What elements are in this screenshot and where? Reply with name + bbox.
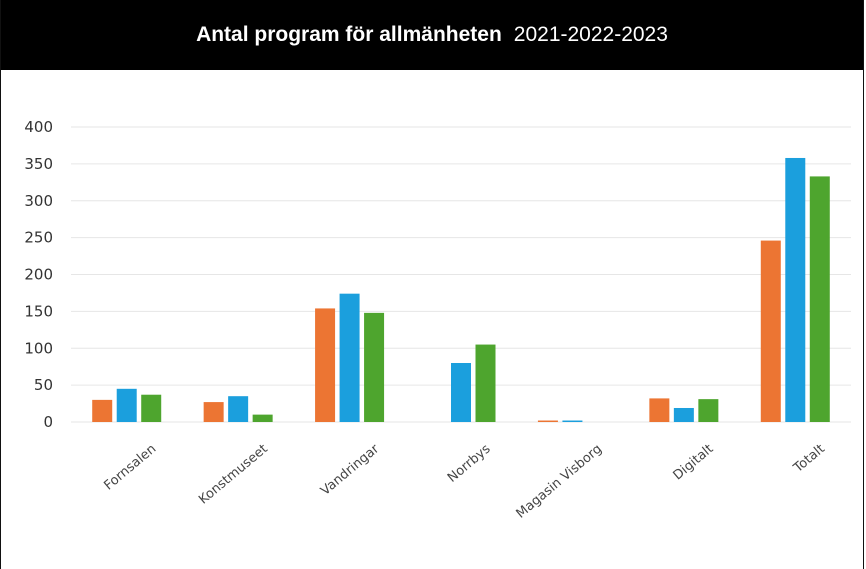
x-tick-label: Norrbys (445, 441, 494, 485)
chart-title: Antal program för allmänheten (196, 23, 502, 46)
x-tick-label: Konstmuseet (196, 442, 271, 508)
chart-header: Antal program för allmänheten 2021-2022-… (1, 0, 863, 70)
chart-years: 2021-2022-2023 (513, 23, 668, 46)
y-tick-label: 350 (24, 155, 53, 173)
x-tick-label: Fornsalen (101, 442, 159, 494)
x-axis: Fornsalen Konstmuseet Vandringar Norrbys Mag… (101, 441, 827, 522)
y-tick-label: 200 (24, 266, 53, 284)
bar-chart: 0 50 100 150 200 250 300 350 400 Fornsalen Konstm… (24, 118, 851, 522)
bar (116, 388, 137, 422)
bar (698, 399, 719, 422)
bar (252, 414, 273, 422)
bar (760, 240, 781, 422)
y-tick-label: 300 (24, 192, 53, 210)
bar (475, 344, 496, 422)
bar (649, 398, 670, 422)
y-tick-label: 400 (24, 118, 53, 136)
bar (451, 363, 471, 422)
bar (785, 157, 806, 422)
x-tick-label: Totalt (790, 442, 828, 477)
bar (562, 420, 583, 422)
bar (228, 396, 249, 422)
y-tick-label: 0 (43, 413, 53, 431)
bar (141, 394, 162, 422)
y-tick-label: 100 (24, 339, 53, 357)
bar (315, 308, 336, 422)
bar (673, 407, 694, 422)
y-tick-label: 250 (24, 229, 53, 247)
bars (92, 157, 830, 422)
bar (339, 293, 360, 422)
bar (92, 399, 113, 422)
x-tick-label: Digitalt (671, 442, 717, 484)
bar (809, 176, 830, 422)
bar (537, 420, 558, 422)
bar (203, 402, 224, 422)
y-axis: 0 50 100 150 200 250 300 350 400 (24, 118, 53, 431)
gridlines (71, 126, 851, 423)
y-tick-label: 50 (34, 376, 53, 394)
x-tick-label: Vandringar (318, 441, 383, 499)
bar (364, 312, 385, 422)
y-tick-label: 150 (24, 302, 53, 320)
x-tick-label: Magasin Visborg (514, 442, 605, 522)
